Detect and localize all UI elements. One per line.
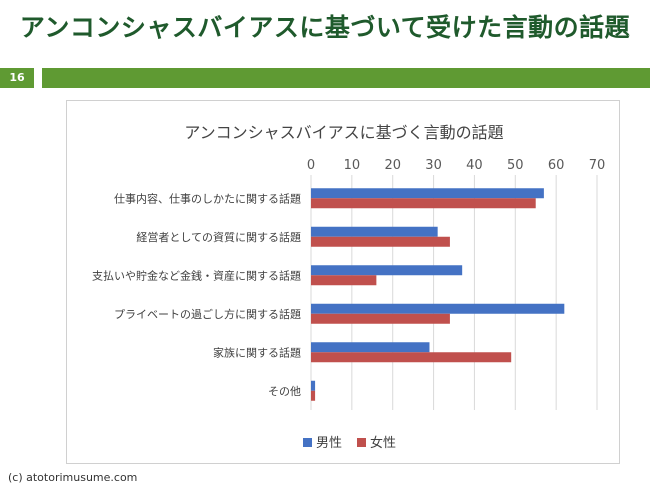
bar <box>311 265 463 276</box>
slide-title: アンコンシャスバイアスに基づいて受けた言動の話題 <box>19 13 631 42</box>
copyright-text: (c) atotorimusume.com <box>8 471 138 484</box>
legend-label: 男性 <box>316 436 342 451</box>
bar <box>311 352 512 363</box>
chart-title: アンコンシャスバイアスに基づく言動の話題 <box>184 123 503 142</box>
x-tick-label: 40 <box>466 158 483 173</box>
legend-swatch <box>357 438 366 447</box>
bar <box>311 313 450 324</box>
category-label: 支払いや貯金など金銭・資産に関する話題 <box>92 268 301 282</box>
category-label: その他 <box>268 385 301 398</box>
bar <box>311 188 544 199</box>
category-label: 仕事内容、仕事のしかたに関する話題 <box>114 191 301 205</box>
bars <box>311 188 565 401</box>
bar <box>311 236 450 247</box>
category-label: プライベートの過ごし方に関する話題 <box>114 307 301 321</box>
bar-chart: アンコンシャスバイアスに基づく言動の話題 0 10 20 30 40 50 60 70 仕事内… <box>92 123 605 451</box>
bar <box>311 303 565 314</box>
legend-swatch <box>303 438 312 447</box>
page-number: 16 <box>0 68 34 88</box>
bar <box>311 226 438 237</box>
bar <box>311 342 430 353</box>
x-tick-label: 30 <box>425 158 442 173</box>
x-tick-labels: 0 10 20 30 40 50 60 70 <box>307 158 605 173</box>
chart-frame: アンコンシャスバイアスに基づく言動の話題 0 10 20 30 40 50 60 70 仕事内… <box>66 100 620 464</box>
x-tick-label: 70 <box>589 158 606 173</box>
legend-label: 女性 <box>370 435 396 451</box>
bar <box>311 380 316 391</box>
category-labels: 仕事内容、仕事のしかたに関する話題経営者としての資質に関する話題支払いや貯金など… <box>92 191 301 398</box>
x-tick-label: 50 <box>507 158 524 173</box>
x-tick-label: 20 <box>384 158 401 173</box>
bar <box>311 390 316 401</box>
gridlines <box>310 175 598 410</box>
legend: 男性 女性 <box>303 435 396 451</box>
bar <box>311 198 536 209</box>
header-bar <box>42 68 650 88</box>
x-tick-label: 60 <box>548 158 565 173</box>
category-label: 経営者としての資質に関する話題 <box>136 230 301 244</box>
bar <box>311 275 377 286</box>
x-tick-label: 0 <box>307 158 315 173</box>
category-label: 家族に関する話題 <box>213 345 301 359</box>
x-tick-label: 10 <box>344 158 361 173</box>
